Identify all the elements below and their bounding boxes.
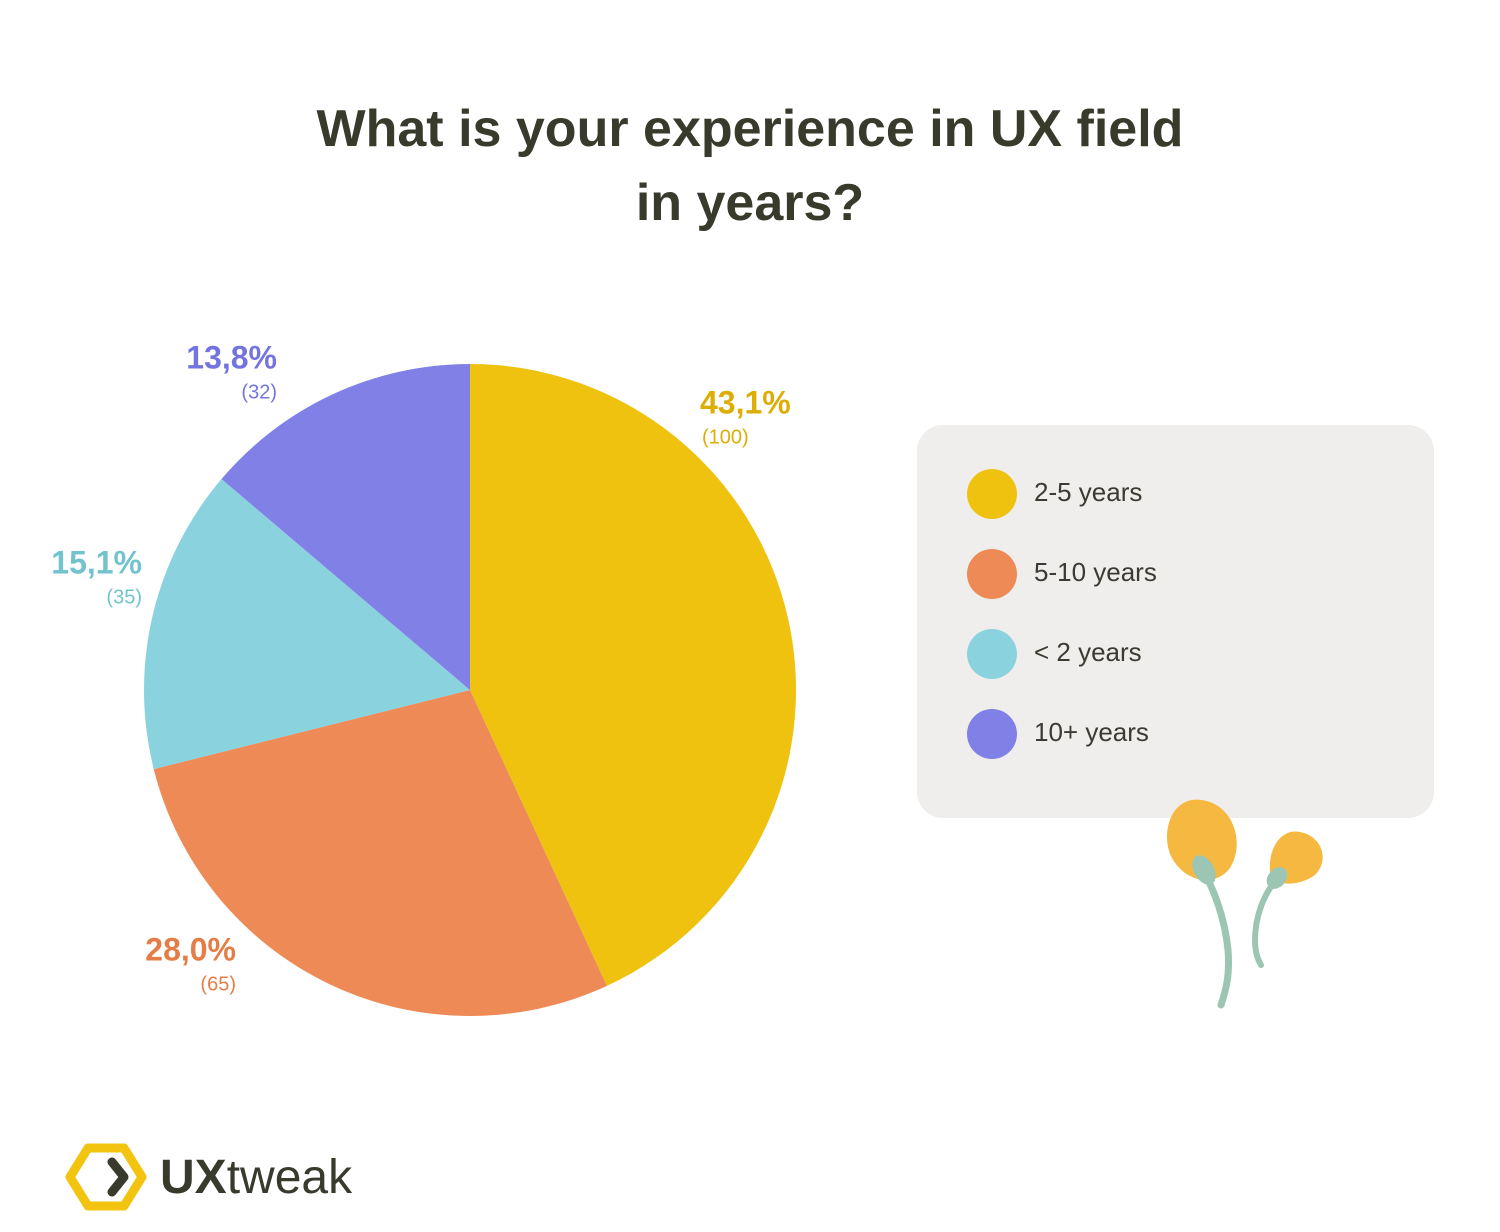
plant-decoration [1167, 799, 1323, 1009]
pie-slice [221, 364, 470, 690]
value-label: 15,1% [51, 544, 142, 580]
logo-bold: UX [160, 1151, 227, 1204]
logo-light: tweak [227, 1151, 353, 1204]
svg-text:UXtweak: UXtweak [160, 1151, 353, 1204]
count-label: (100) [702, 426, 749, 448]
value-label: 43,1% [700, 384, 791, 420]
legend-swatch [967, 469, 1017, 519]
count-label: (32) [241, 381, 277, 403]
legend-label: < 2 years [1034, 637, 1142, 667]
legend-box [917, 425, 1434, 818]
legend-label: 5-10 years [1034, 557, 1157, 587]
pie-slice [470, 364, 796, 986]
value-label: 13,8% [186, 339, 277, 375]
legend-swatch [967, 549, 1017, 599]
value-label: 28,0% [145, 931, 236, 967]
legend-label: 2-5 years [1034, 477, 1142, 507]
legend-swatch [967, 629, 1017, 679]
count-label: (65) [200, 973, 236, 995]
pie-slice [144, 479, 471, 770]
count-label: (35) [106, 586, 142, 608]
logo: UXtweak [65, 1143, 353, 1211]
legend-label: 10+ years [1034, 717, 1149, 747]
pie-slice [153, 690, 607, 1016]
chart-title: What is your experience in UX field in y… [316, 100, 1184, 232]
legend-swatch [967, 709, 1017, 759]
